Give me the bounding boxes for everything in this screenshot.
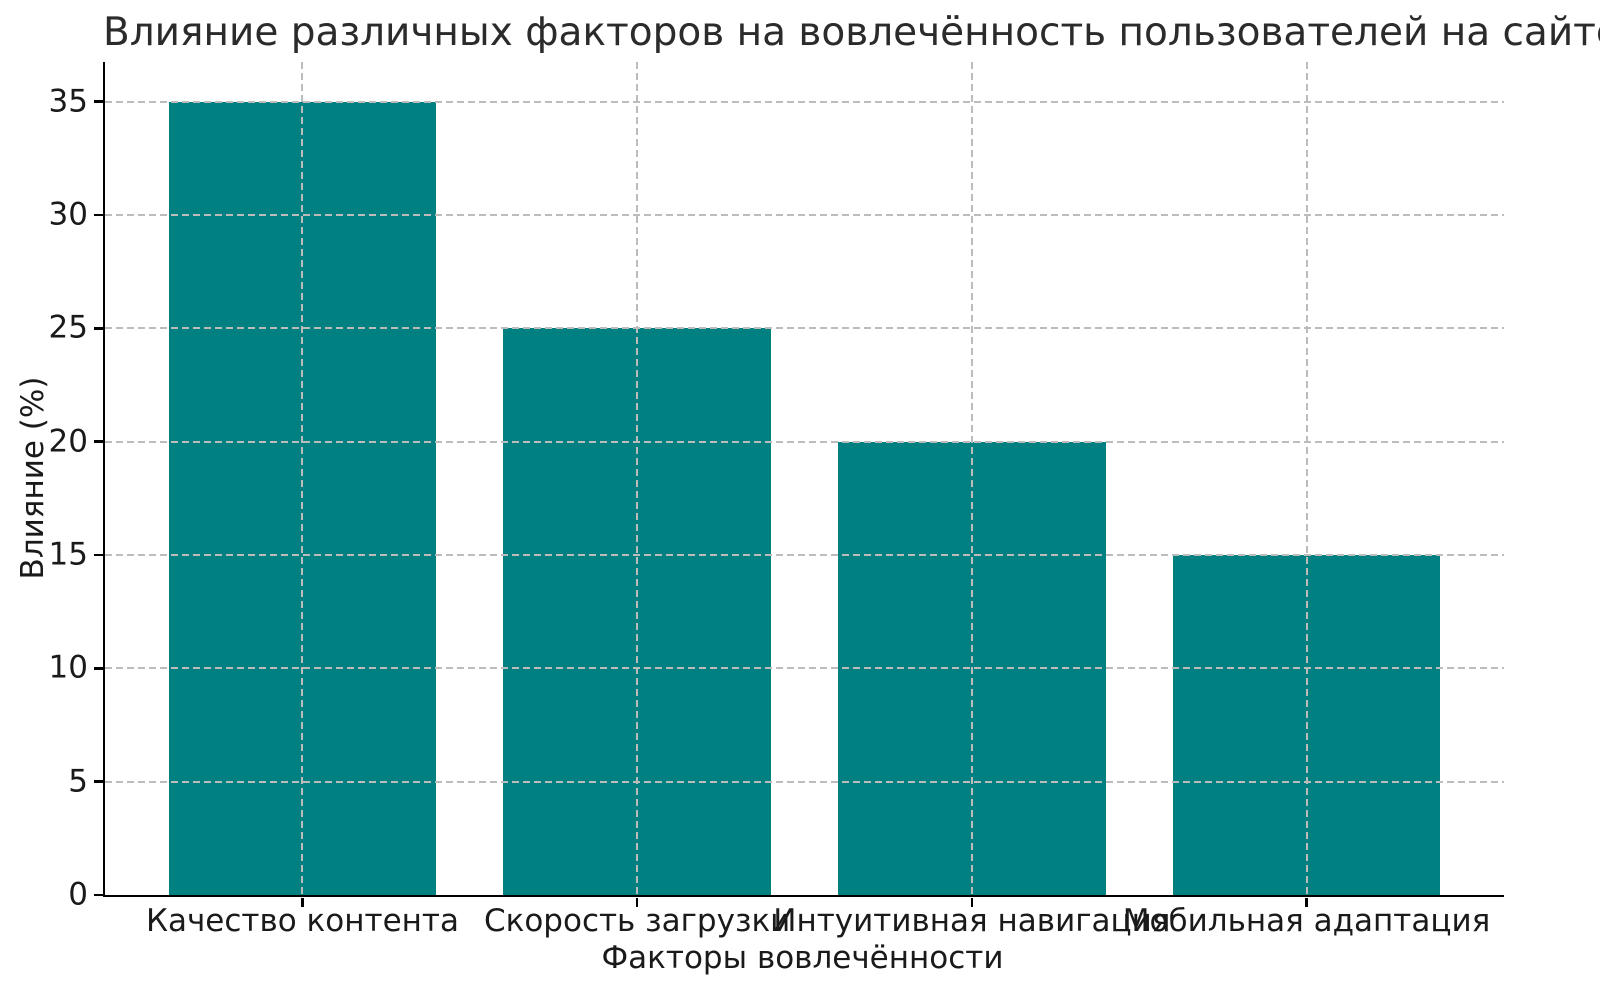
x-tick-label: Интуитивная навигация [773, 903, 1171, 939]
h-gridline [105, 440, 1504, 443]
h-gridline [105, 780, 1504, 783]
y-tick-mark [93, 440, 103, 443]
h-gridline [105, 100, 1504, 103]
v-gridline [301, 62, 304, 895]
h-gridline [105, 667, 1504, 670]
y-tick-mark [93, 327, 103, 330]
y-tick-label: 20 [48, 423, 88, 460]
h-gridline [105, 214, 1504, 216]
y-tick-label: 5 [68, 763, 88, 800]
y-tick-mark [93, 667, 103, 670]
x-tick-mark [970, 897, 974, 907]
v-gridline [1305, 62, 1308, 895]
y-tick-mark [93, 100, 103, 103]
x-tick-label: Скорость загрузки [483, 903, 791, 939]
y-axis-label: Влияние (%) [15, 376, 51, 580]
chart-title: Влияние различных факторов на вовлечённо… [103, 10, 1600, 55]
x-tick-label: Мобильная адаптация [1122, 903, 1491, 939]
y-tick-mark [93, 893, 103, 897]
v-gridline [636, 62, 639, 895]
y-tick-label: 35 [48, 83, 88, 120]
x-tick-mark [1305, 897, 1308, 907]
y-tick-label: 30 [48, 196, 88, 233]
v-gridline [970, 62, 973, 895]
h-gridline [105, 327, 1504, 330]
y-tick-label: 15 [48, 536, 88, 573]
y-tick-mark [93, 780, 103, 783]
y-tick-mark [93, 213, 103, 217]
y-tick-label: 0 [68, 876, 88, 913]
y-tick-label: 25 [48, 309, 88, 346]
x-tick-mark [301, 897, 304, 907]
y-tick-label: 10 [48, 649, 88, 686]
x-axis-label: Факторы вовлечённости [601, 940, 1004, 976]
y-tick-mark [93, 553, 103, 557]
h-gridline [105, 554, 1504, 557]
plot-area: Качество контента Скорость загрузки Интуит… [49, 62, 1504, 937]
x-tick-label: Качество контента [145, 903, 459, 939]
x-tick-mark [635, 897, 639, 907]
